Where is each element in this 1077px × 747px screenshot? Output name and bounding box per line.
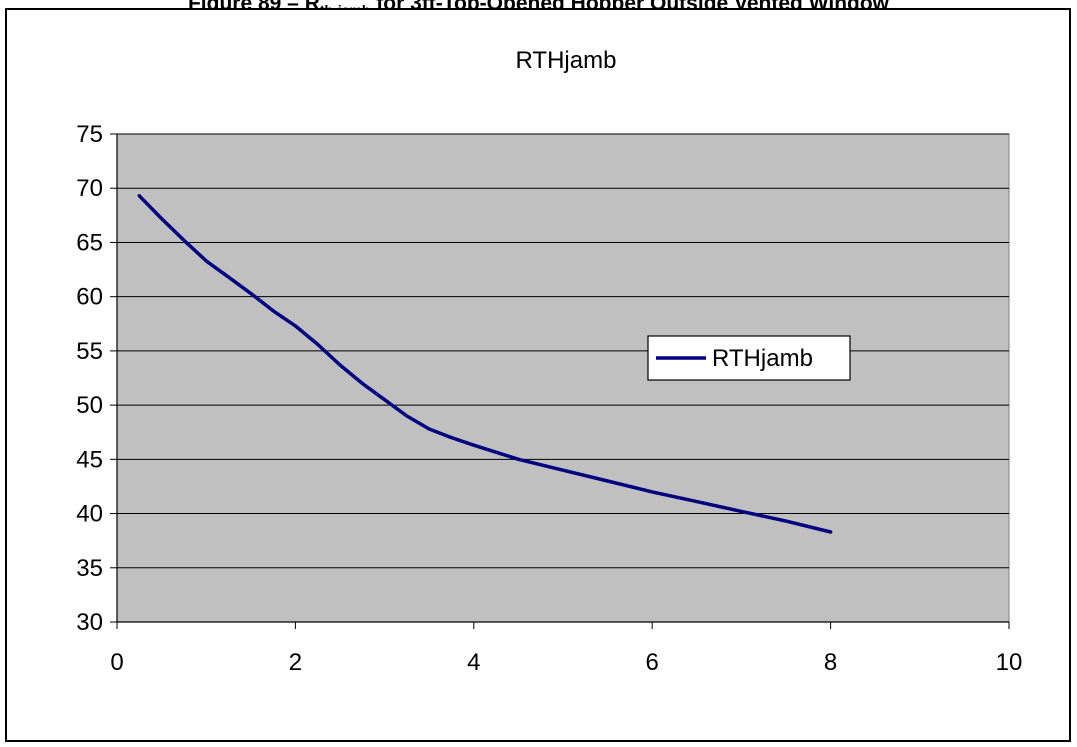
tick-labels: 30 35 40 45 50 55 60 65 70 75 0 2 4 6 8 10 <box>76 121 1022 676</box>
axes <box>116 134 1009 623</box>
legend: RTHjamb <box>647 335 851 381</box>
plot-area <box>116 133 1010 623</box>
x-tick-label-8: 8 <box>824 649 837 676</box>
series-line-0 <box>137 194 833 534</box>
legend-label: RTHjamb <box>712 345 813 372</box>
y-tick-label-60: 60 <box>76 284 103 311</box>
y-tick-label-55: 55 <box>76 338 103 365</box>
y-tick-label-75: 75 <box>76 121 103 148</box>
x-tick-label-0: 0 <box>110 649 123 676</box>
x-tick-label-10: 10 <box>996 649 1023 676</box>
x-tick-label-2: 2 <box>289 649 302 676</box>
y-tick-label-40: 40 <box>76 501 103 528</box>
x-tick-label-4: 4 <box>467 649 480 676</box>
series-group <box>137 194 833 534</box>
y-tick-label-50: 50 <box>76 392 103 419</box>
y-tick-label-45: 45 <box>76 446 103 473</box>
y-tick-label-70: 70 <box>76 175 103 202</box>
y-tick-label-30: 30 <box>76 609 103 636</box>
x-tick-label-6: 6 <box>646 649 659 676</box>
chart-title: RTHjamb <box>516 47 617 74</box>
gridlines <box>117 133 1009 569</box>
y-tick-label-65: 65 <box>76 229 103 256</box>
y-tick-label-35: 35 <box>76 555 103 582</box>
